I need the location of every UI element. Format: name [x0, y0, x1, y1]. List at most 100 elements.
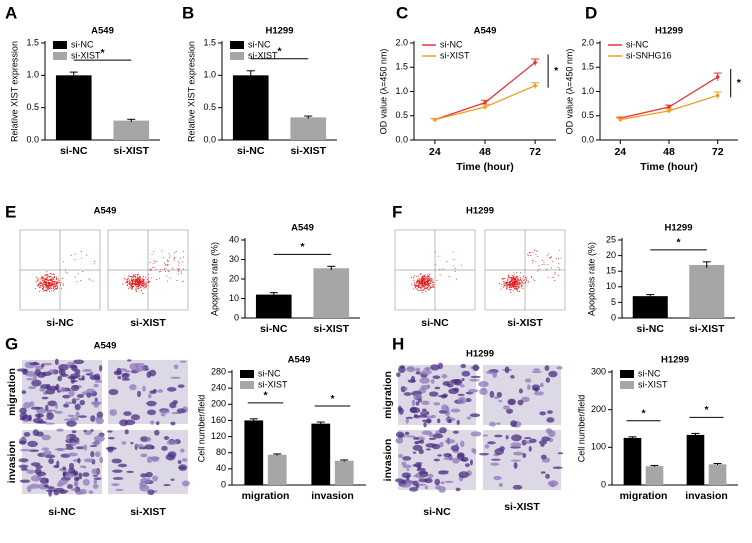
chart-title: H1299 — [661, 355, 689, 366]
flow-dot — [517, 278, 519, 280]
legend-label: si-NC — [638, 368, 661, 378]
flow-dot — [132, 285, 134, 287]
flow-dot — [178, 270, 180, 272]
y-tick-label: 1.5 — [203, 37, 216, 47]
flow-dot — [512, 285, 514, 287]
flow-dot — [47, 276, 49, 278]
flow-dot — [46, 271, 48, 273]
flow-dot — [135, 277, 137, 279]
flow-dot — [426, 287, 428, 289]
flow-dot — [415, 283, 417, 285]
flow-dot — [421, 291, 423, 294]
cell — [403, 392, 412, 396]
cell — [467, 388, 479, 393]
cell — [65, 472, 75, 478]
flow-dot — [502, 286, 504, 288]
flow-dot — [122, 283, 124, 285]
flow-dot — [138, 281, 140, 284]
cell — [177, 460, 182, 464]
flow-dot — [48, 275, 50, 278]
flow-dot — [519, 279, 521, 281]
flow-dot — [145, 287, 147, 289]
flow-dot — [516, 280, 518, 282]
flow-dot — [428, 282, 430, 284]
legend-label: si-XIST — [71, 50, 101, 60]
y-tick-label: 1.0 — [395, 86, 408, 96]
flow-dot — [147, 282, 149, 284]
flow-dot — [149, 261, 151, 263]
flow-dot — [49, 284, 51, 286]
flow-dot — [80, 250, 82, 252]
flow-dot — [47, 279, 49, 281]
flow-dot — [515, 276, 518, 278]
cell — [22, 369, 28, 375]
cell — [157, 389, 164, 393]
flow-dot — [177, 267, 179, 269]
flow-dot — [500, 288, 502, 290]
flow-dot — [421, 289, 423, 291]
flow-dot — [38, 290, 40, 293]
flow-dot — [54, 286, 56, 288]
y-tick-label: 0.5 — [581, 110, 594, 120]
flow-dot — [80, 279, 82, 281]
cell — [172, 400, 178, 405]
flow-dot — [559, 249, 561, 251]
x-tick-label: si-XIST — [689, 323, 725, 335]
point — [715, 75, 720, 79]
flow-dot — [535, 260, 537, 262]
flow-dot — [517, 288, 519, 290]
cell — [59, 386, 66, 393]
cell — [130, 441, 134, 445]
flow-dot — [160, 270, 162, 272]
cell — [493, 434, 503, 438]
flow-dot — [38, 283, 40, 285]
legend-swatch — [620, 381, 634, 389]
flow-dot — [416, 285, 419, 287]
cell — [160, 413, 166, 417]
flow-dot — [534, 279, 536, 281]
cell — [75, 446, 85, 450]
cell — [115, 488, 124, 492]
flow-dot — [426, 276, 428, 278]
cell — [63, 418, 73, 421]
y-tick-label: 0.5 — [203, 102, 216, 112]
flow-dot — [53, 280, 55, 282]
flow-dot — [531, 275, 533, 277]
chart-title: A549 — [474, 26, 497, 37]
flow-dot — [423, 281, 425, 283]
cell — [533, 368, 541, 371]
flow-dot — [538, 268, 540, 270]
flow-dot — [135, 280, 137, 282]
y-tick-label: 1.5 — [581, 62, 594, 72]
flow-dot — [164, 262, 166, 264]
flow-dot — [42, 285, 44, 287]
cell — [528, 445, 532, 452]
flow-dot — [140, 282, 143, 284]
y-tick-label: 120 — [211, 431, 226, 441]
cell — [425, 448, 432, 451]
flow-dot — [556, 258, 558, 260]
cell — [41, 363, 45, 368]
cell — [129, 384, 137, 391]
significance-label: * — [704, 404, 709, 416]
x-tick-label: 48 — [479, 146, 491, 158]
cell — [414, 462, 422, 468]
flow-dot — [147, 285, 149, 287]
cell — [166, 387, 177, 392]
cell — [107, 446, 114, 453]
cell — [398, 366, 406, 373]
cell — [415, 371, 422, 375]
flow-dot — [128, 275, 130, 277]
flow-dot — [415, 282, 418, 284]
cell — [79, 465, 85, 468]
legend-swatch — [620, 370, 634, 378]
flow-dot — [512, 277, 514, 279]
flow-dot — [177, 260, 179, 262]
legend-label: si-NC — [626, 39, 649, 49]
cell — [65, 446, 75, 450]
flow-dot — [419, 289, 421, 291]
flow-dot — [130, 275, 133, 277]
flow-dot — [165, 264, 167, 266]
cell — [522, 453, 527, 458]
bar — [255, 294, 292, 318]
